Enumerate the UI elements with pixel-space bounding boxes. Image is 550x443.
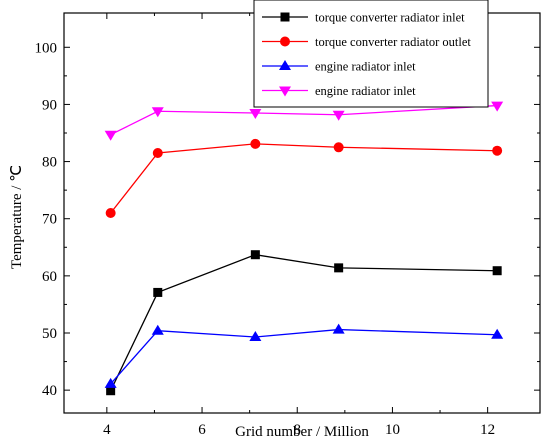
x-tick-label: 10 [385, 422, 400, 438]
legend: torque converter radiator inlet torque co… [253, 0, 489, 108]
y-tick-label: 60 [42, 269, 57, 285]
y-tick-label: 40 [42, 383, 57, 399]
series-2-point [105, 208, 116, 218]
y-tick-label: 70 [42, 212, 57, 228]
x-tick-label: 6 [198, 422, 206, 438]
series-2-point [333, 142, 344, 153]
legend-label: torque converter radiator inlet [315, 11, 465, 25]
legend-marker [280, 12, 290, 22]
y-tick-label: 100 [35, 40, 58, 56]
series-2-point [492, 145, 503, 156]
series-2-line [110, 143, 498, 214]
legend-label: engine radiator inlet [315, 60, 416, 74]
y-tick-label: 80 [42, 155, 57, 171]
y-tick-label: 90 [42, 97, 57, 113]
series-4-point [249, 109, 262, 119]
x-axis-title: Grid number / Million [235, 424, 369, 440]
y-tick-label: 50 [42, 326, 57, 342]
series-3-point [249, 331, 262, 341]
legend-label: engine radiator inlet [315, 84, 416, 98]
series-1-point [250, 250, 260, 260]
x-tick-label: 8 [293, 422, 301, 438]
legend-marker [280, 36, 290, 47]
series-1-line [110, 254, 498, 391]
series-1 [106, 250, 502, 396]
legend-label: torque converter radiator outlet [315, 35, 471, 49]
series-4-point [491, 101, 504, 112]
series-1-point [334, 263, 344, 273]
series-group [104, 101, 504, 396]
series-1-point [106, 386, 116, 396]
legend-marker [279, 86, 291, 97]
legend-marker [279, 60, 291, 70]
series-3-point [332, 323, 345, 334]
series-4-point [104, 130, 117, 141]
legend-box [253, 0, 489, 108]
y-axis-title: Temperature / ℃ [9, 165, 25, 269]
series-4-point [151, 107, 164, 118]
series-1-point [492, 266, 502, 276]
series-3-line [110, 328, 498, 385]
series-2 [105, 138, 503, 218]
series-3-point [491, 328, 504, 339]
series-2-point [250, 138, 261, 149]
x-tick-label: 4 [103, 422, 111, 438]
series-3-point [104, 377, 117, 388]
series-4-line [110, 104, 498, 136]
series-3-point [151, 324, 164, 335]
series-3 [104, 323, 504, 388]
x-tick-label: 12 [480, 422, 495, 438]
series-1-point [153, 287, 163, 297]
series-2-point [152, 148, 163, 158]
series-4-point [332, 110, 345, 121]
series-4 [104, 101, 504, 141]
